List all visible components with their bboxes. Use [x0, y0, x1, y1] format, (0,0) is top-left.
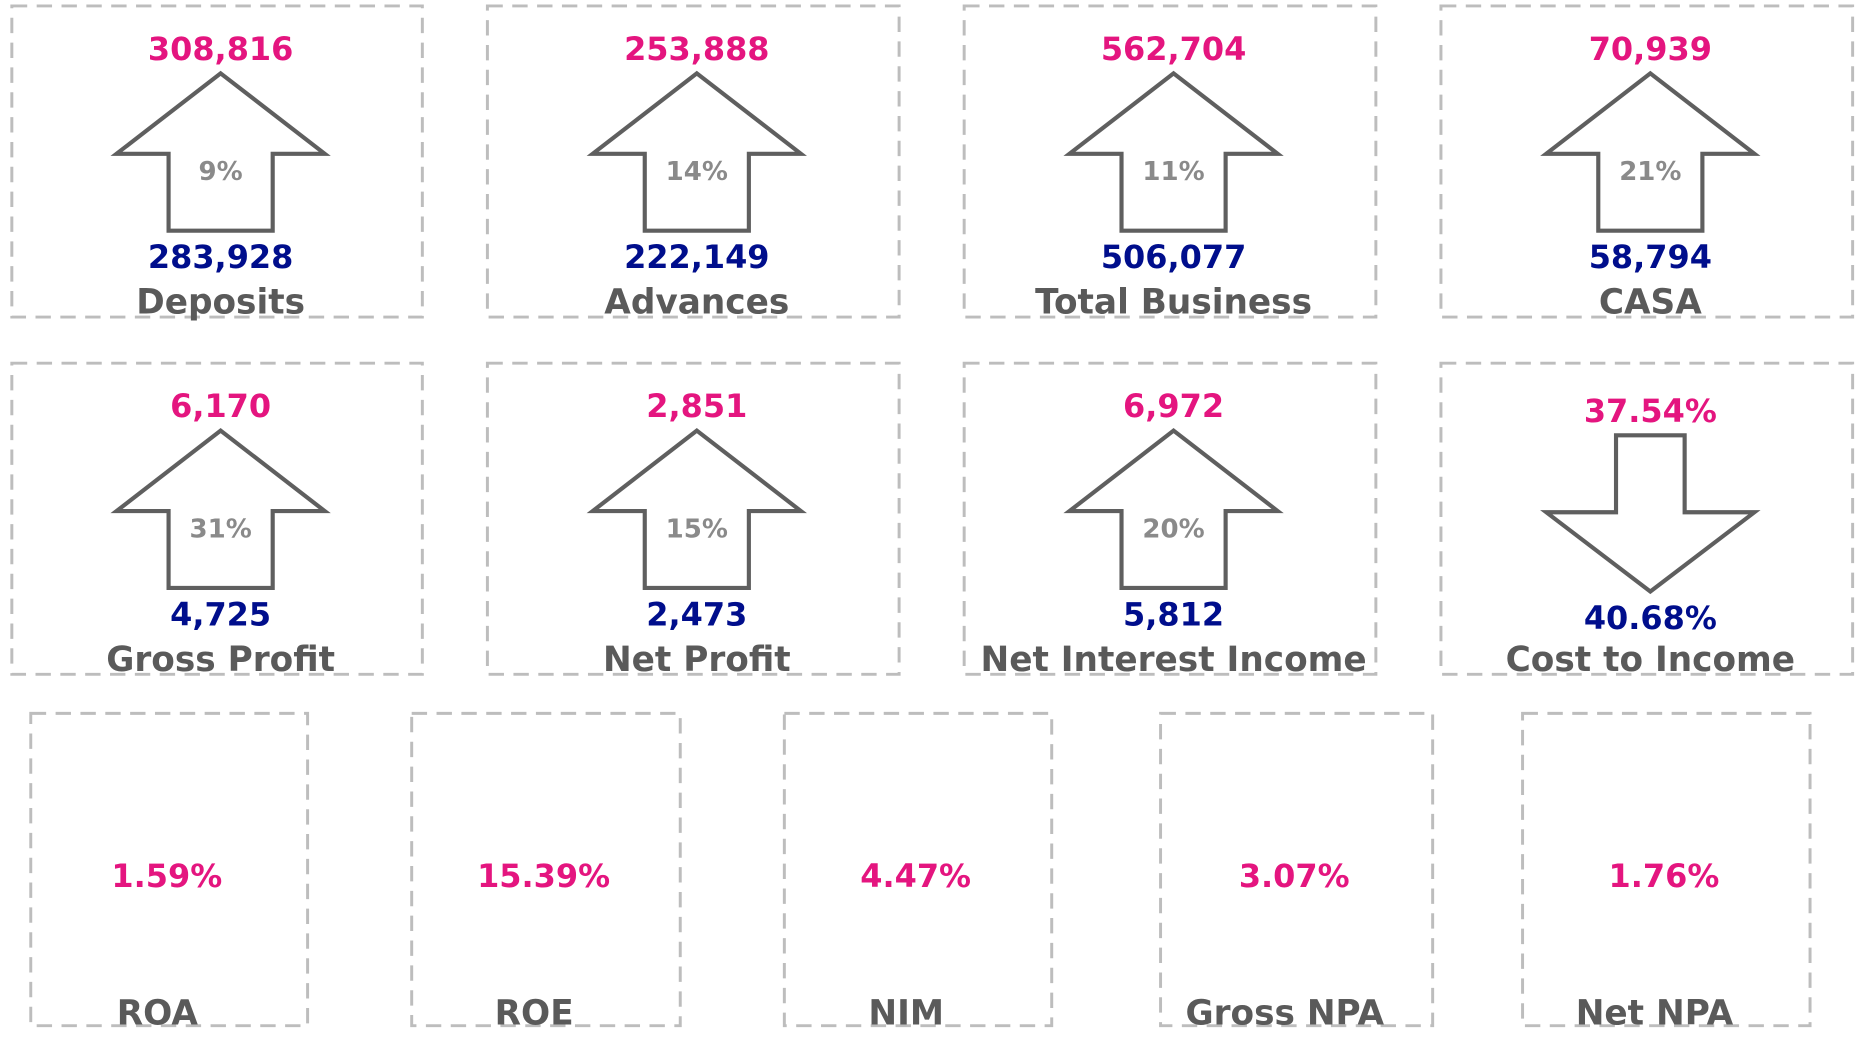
change-percent: 9% [199, 157, 243, 187]
current-value: 6,972 [1123, 387, 1224, 425]
card-label: CASA [1599, 283, 1702, 323]
current-value: 253,888 [624, 30, 769, 68]
ratio-value: 4.47% [860, 857, 971, 895]
up-arrow [110, 70, 331, 233]
previous-value: 222,149 [624, 238, 769, 276]
ratio-border [29, 711, 310, 1028]
down-arrow [1540, 433, 1761, 595]
card-border [10, 361, 424, 676]
previous-value: 58,794 [1589, 238, 1712, 276]
ratio-label: ROA [117, 994, 199, 1034]
ratio-label: Net NPA [1576, 994, 1734, 1034]
current-value: 2,851 [646, 387, 747, 425]
ratio-value: 3.07% [1239, 857, 1350, 895]
card-label: Deposits [136, 283, 305, 323]
ratio-value: 1.76% [1609, 857, 1720, 895]
ratio-label: NIM [868, 994, 944, 1034]
up-arrow [110, 428, 331, 591]
change-percent: 21% [1619, 157, 1681, 187]
card-label: Cost to Income [1506, 640, 1795, 680]
previous-value: 4,725 [170, 595, 271, 633]
ratio-border [410, 711, 682, 1028]
card-label: Net Interest Income [981, 640, 1367, 680]
current-value: 308,816 [148, 30, 293, 68]
up-arrow [1063, 428, 1284, 591]
previous-value: 2,473 [646, 595, 747, 633]
card-border [1439, 361, 1855, 676]
card-border [962, 361, 1378, 676]
current-value: 562,704 [1101, 30, 1246, 68]
current-value: 6,170 [170, 387, 271, 425]
change-percent: 15% [666, 515, 728, 545]
change-percent: 31% [189, 515, 251, 545]
card-label: Total Business [1035, 283, 1312, 323]
previous-value: 283,928 [148, 238, 293, 276]
ratio-border [1521, 711, 1812, 1028]
card-border [10, 4, 424, 319]
previous-value: 40.68% [1584, 599, 1717, 637]
ratio-border [1159, 711, 1435, 1028]
ratio-label: ROE [495, 994, 574, 1034]
up-arrow [586, 428, 807, 591]
card-border [485, 4, 901, 319]
ratio-label: Gross NPA [1185, 994, 1384, 1034]
card-border [962, 4, 1378, 319]
change-percent: 11% [1142, 157, 1204, 187]
up-arrow [1540, 70, 1761, 233]
card-border [485, 361, 901, 676]
current-value: 37.54% [1584, 392, 1717, 430]
change-percent: 20% [1142, 515, 1204, 545]
change-percent: 14% [666, 157, 728, 187]
card-label: Gross Profit [106, 640, 335, 680]
current-value: 70,939 [1589, 30, 1712, 68]
up-arrow [586, 70, 807, 233]
card-label: Advances [604, 283, 789, 323]
previous-value: 506,077 [1101, 238, 1246, 276]
card-label: Net Profit [603, 640, 791, 680]
ratio-value: 1.59% [111, 857, 222, 895]
up-arrow [1063, 70, 1284, 233]
previous-value: 5,812 [1123, 595, 1224, 633]
card-border [1439, 4, 1855, 319]
ratio-border [782, 711, 1054, 1028]
ratio-value: 15.39% [477, 857, 610, 895]
